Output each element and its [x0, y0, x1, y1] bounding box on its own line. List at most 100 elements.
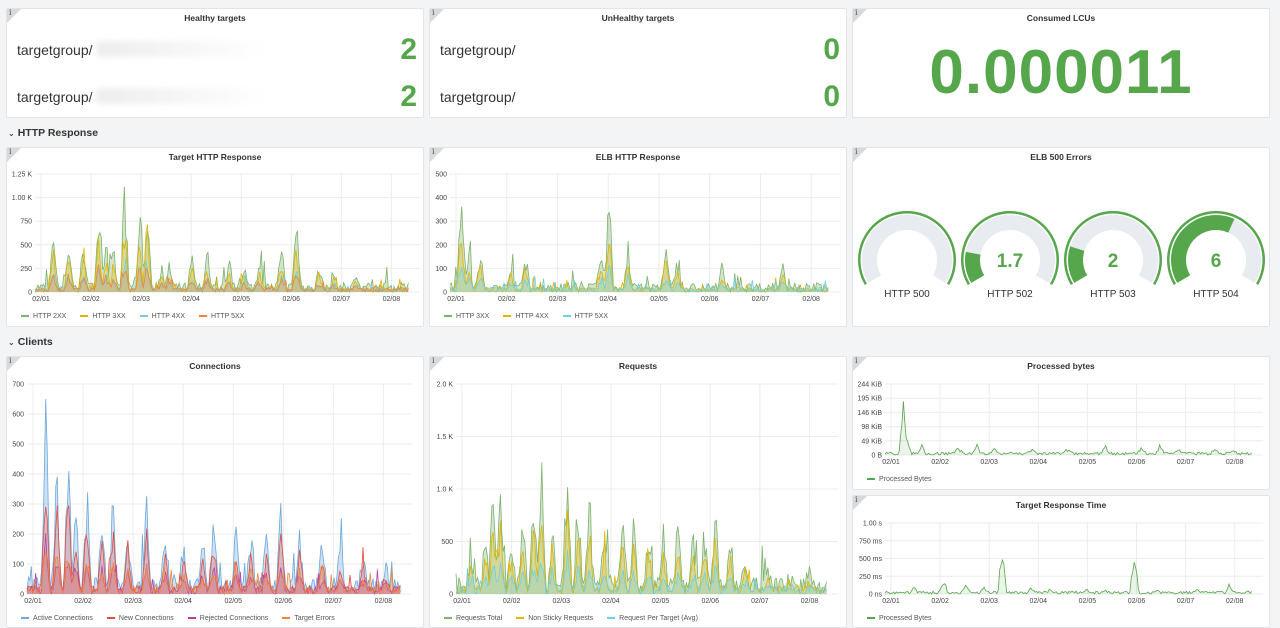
legend-label: HTTP 3XX [92, 313, 126, 320]
panel-info-icon[interactable]: i [853, 147, 867, 162]
panel-title[interactable]: ELB 500 Errors [1030, 152, 1092, 162]
x-tick-label: 02/02 [503, 598, 521, 605]
legend-swatch [607, 617, 616, 620]
panel-info-icon[interactable]: i [853, 356, 867, 371]
panel-title[interactable]: Connections [189, 361, 241, 371]
panel-info-icon[interactable]: i [7, 356, 21, 371]
x-tick-label: 02/01 [24, 598, 42, 605]
consumed-lcus-panel: i Consumed LCUs 0.000011 [852, 8, 1270, 118]
x-tick-label: 02/04 [1030, 598, 1048, 605]
x-tick-label: 02/04 [599, 296, 617, 303]
panel-info-icon[interactable]: i [853, 8, 867, 23]
legend-item[interactable]: Rejected Connections [187, 615, 268, 622]
legend-item[interactable]: HTTP 4XX [139, 313, 185, 320]
x-tick-label: 02/03 [549, 296, 567, 303]
legend-item[interactable]: New Connections [106, 615, 174, 622]
x-tick-label: 02/02 [74, 598, 92, 605]
y-tick-label: 100 [435, 266, 447, 273]
legend-item[interactable]: Requests Total [444, 615, 502, 622]
legend-item[interactable]: HTTP 2XX [21, 313, 66, 320]
legend-swatch [444, 315, 452, 318]
requests-chart[interactable]: 0 500 1.0 K 1.5 K 2.0 K 02/01 02/02 02/03 02/04 0… [430, 357, 848, 628]
legend-swatch [106, 617, 115, 620]
gauge-label: HTTP 500 [884, 289, 930, 300]
legend-label: Active Connections [33, 615, 93, 622]
series-line [455, 549, 827, 595]
connections-chart[interactable]: 0 100 200 300 400 500 600 700 02/01 02/02 02/03 02/… [7, 357, 425, 628]
panel-title[interactable]: Target Response Time [1015, 500, 1107, 510]
x-tick-label: 02/07 [325, 598, 343, 605]
y-tick-label: 200 [12, 532, 24, 539]
series-line [34, 186, 409, 294]
panel-title[interactable]: Processed bytes [1027, 361, 1095, 371]
panel-title[interactable]: Requests [618, 361, 658, 371]
chart-legend: Active Connections New Connections Rejecte… [21, 615, 349, 622]
x-tick-label: 02/06 [701, 296, 719, 303]
x-tick-label: 02/08 [802, 296, 820, 303]
y-tick-label: 1.00 s [863, 521, 883, 528]
panel-info-icon[interactable]: i [7, 147, 21, 162]
x-tick-label: 02/06 [283, 296, 301, 303]
legend-item[interactable]: Request Per Target (Avg) [607, 615, 698, 622]
x-tick-label: 02/03 [980, 459, 998, 466]
gauge: 6 HTTP 504 [1167, 210, 1265, 300]
series-area [456, 549, 827, 594]
legend-item[interactable]: Non Sticky Requests [516, 615, 593, 622]
processed-bytes-chart[interactable]: 0 B 49 KiB 98 KiB 146 KiB 195 KiB 244 KiB 02/0… [853, 357, 1271, 491]
y-tick-label: 400 [435, 195, 447, 202]
row-header-http-response[interactable]: ⌄ HTTP Response [8, 127, 98, 139]
legend-item[interactable]: Processed Bytes [867, 476, 932, 483]
target-response-time-panel: i Target Response Time 0 ns 250 ms 500 ms 7… [852, 495, 1270, 628]
legend-item[interactable]: Active Connections [21, 615, 93, 622]
y-tick-label: 300 [12, 502, 24, 509]
panel-info-icon[interactable]: i [853, 495, 867, 510]
stat-row: targetgroup/ 0 [440, 31, 840, 71]
y-tick-label: 250 [20, 266, 32, 273]
x-tick-label: 02/07 [333, 296, 351, 303]
panel-title[interactable]: Target HTTP Response [168, 152, 262, 162]
legend-item[interactable]: HTTP 4XX [503, 313, 549, 320]
panel-info-icon[interactable]: i [430, 8, 444, 23]
legend-item[interactable]: HTTP 5XX [198, 313, 244, 320]
y-tick-label: 0 [443, 290, 447, 297]
stat-label: targetgroup/ [17, 89, 93, 105]
y-tick-label: 1.00 K [12, 195, 33, 202]
chart-legend: Requests Total Non Sticky Requests Request… [444, 615, 712, 622]
y-tick-label: 100 [12, 562, 24, 569]
x-tick-label: 02/01 [882, 459, 900, 466]
y-tick-label: 244 KiB [857, 382, 882, 389]
target-http-response-chart[interactable]: 0 250 500 750 1.00 K 1.25 K 02/01 02/02 02/03 02/… [7, 148, 425, 328]
stat-value: 0 [823, 80, 840, 113]
legend-item[interactable]: Target Errors [282, 615, 335, 622]
panel-title[interactable]: UnHealthy targets [601, 13, 675, 23]
y-tick-label: 0 [28, 290, 32, 297]
panel-title[interactable]: Consumed LCUs [1026, 13, 1096, 23]
panel-info-icon[interactable]: i [430, 147, 444, 162]
legend-label: HTTP 4XX [151, 313, 185, 320]
panel-title[interactable]: ELB HTTP Response [595, 152, 681, 162]
y-tick-label: 700 [12, 382, 24, 389]
y-tick-label: 1.0 K [437, 487, 454, 494]
panel-title[interactable]: Healthy targets [184, 13, 246, 23]
x-tick-label: 02/04 [174, 598, 192, 605]
panel-info-icon[interactable]: i [430, 356, 444, 371]
lcu-value: 0.000011 [929, 38, 1193, 107]
x-tick-label: 02/05 [232, 296, 250, 303]
elb-500-gauges: HTTP 500 1.7 HTTP 502 2 HTTP 503 6 HTTP 504 [858, 210, 1265, 300]
target-http-response-panel: i Target HTTP Response 0 250 500 750 1.00 K 1… [6, 147, 424, 327]
gauge: 2 HTTP 503 [1064, 210, 1162, 300]
x-tick-label: 02/02 [931, 459, 949, 466]
legend-item[interactable]: HTTP 3XX [444, 313, 489, 320]
legend-item[interactable]: HTTP 5XX [562, 313, 608, 320]
legend-item[interactable]: Processed Bytes [867, 615, 932, 622]
chart-legend: Processed Bytes [867, 615, 946, 622]
x-tick-label: 02/01 [32, 296, 50, 303]
chart-legend: Processed Bytes [867, 476, 946, 483]
panel-info-icon[interactable]: i [7, 8, 21, 23]
row-header-clients[interactable]: ⌄ Clients [8, 336, 53, 348]
elb-http-response-chart[interactable]: 0 100 200 300 400 500 02/01 02/02 02/03 02/04 02/0… [430, 148, 848, 328]
x-tick-label: 02/02 [82, 296, 100, 303]
legend-item[interactable]: HTTP 3XX [80, 313, 126, 320]
y-tick-label: 1.5 K [437, 434, 454, 441]
target-response-time-chart[interactable]: 0 ns 250 ms 500 ms 750 ms 1.00 s 02/01 02/02 02… [853, 496, 1271, 628]
